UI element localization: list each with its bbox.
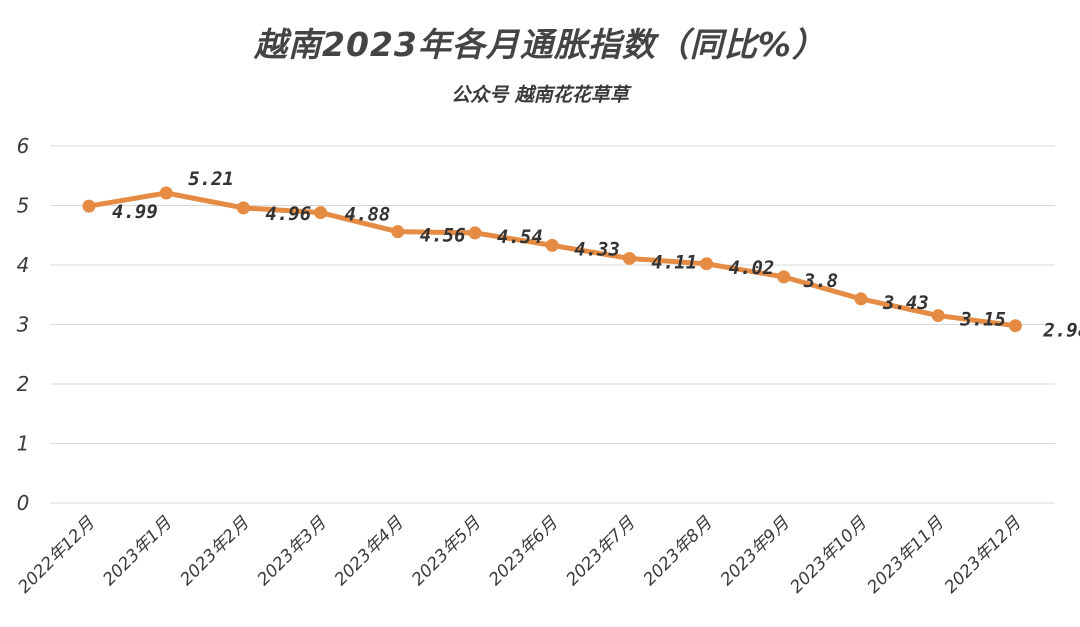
x-tick-label: 2022年12月 xyxy=(14,513,99,598)
data-label: 4.96 xyxy=(265,203,311,225)
x-axis-ticks: 2022年12月 2023年1月 2023年2月 2023年3月 2023年4月 2023… xyxy=(14,513,1025,598)
x-tick-label: 2023年3月 xyxy=(254,513,331,590)
x-tick-label: 2023年10月 xyxy=(786,513,871,598)
y-tick-label: 5 xyxy=(17,194,30,218)
data-label: 3.43 xyxy=(882,292,929,314)
x-tick-label: 2023年5月 xyxy=(408,513,485,590)
y-tick-label: 6 xyxy=(17,134,30,158)
grid-lines xyxy=(50,145,1055,504)
data-point xyxy=(622,251,636,265)
data-point xyxy=(700,257,714,271)
data-label: 3.8 xyxy=(803,270,838,292)
y-tick-label: 2 xyxy=(17,372,30,396)
markers-layer xyxy=(82,186,1022,333)
chart-subtitle: 公众号 越南花花草草 xyxy=(451,84,629,106)
y-tick-label: 3 xyxy=(17,313,30,337)
y-axis-ticks: 0 1 2 3 4 5 6 xyxy=(17,134,30,515)
data-label: 2.98 xyxy=(1042,320,1080,342)
x-tick-label: 2023年4月 xyxy=(331,513,408,590)
x-tick-label: 2023年9月 xyxy=(717,513,794,590)
data-label: 4.99 xyxy=(112,201,158,223)
data-point xyxy=(82,199,96,213)
x-tick-label: 2023年11月 xyxy=(864,513,949,598)
data-label: 4.54 xyxy=(497,226,543,248)
data-label: 3.15 xyxy=(959,309,1006,331)
x-tick-label: 2023年2月 xyxy=(177,513,254,590)
x-tick-label: 2023年7月 xyxy=(563,513,640,590)
data-label: 4.02 xyxy=(729,257,775,279)
series-line xyxy=(86,190,1018,329)
x-tick-label: 2023年6月 xyxy=(485,513,562,590)
data-point xyxy=(391,225,405,239)
data-point xyxy=(777,270,791,284)
data-point xyxy=(468,226,482,240)
data-label: 4.33 xyxy=(574,238,620,260)
x-tick-label: 2023年1月 xyxy=(99,513,176,590)
data-point xyxy=(314,206,328,220)
data-point xyxy=(236,201,250,215)
data-labels-layer: 4.99 5.21 4.96 4.88 4.56 4.54 4.33 4.11 4.02 3.8 3… xyxy=(112,168,1080,342)
series-layer xyxy=(86,190,1018,329)
data-point xyxy=(159,186,173,200)
x-tick-label: 2023年8月 xyxy=(640,513,717,590)
data-point xyxy=(931,309,945,323)
chart-title: 越南2023年各月通胀指数（同比%） xyxy=(254,25,826,64)
data-label: 4.11 xyxy=(651,251,697,273)
data-point xyxy=(854,292,868,306)
data-point xyxy=(545,238,559,252)
data-point xyxy=(1008,319,1022,333)
data-label: 4.88 xyxy=(345,204,391,226)
y-tick-label: 1 xyxy=(17,432,30,456)
data-label: 5.21 xyxy=(188,168,234,190)
data-label: 4.56 xyxy=(420,225,466,247)
x-tick-label: 2023年12月 xyxy=(941,513,1026,598)
y-tick-label: 4 xyxy=(17,253,30,277)
y-tick-label: 0 xyxy=(17,491,30,515)
